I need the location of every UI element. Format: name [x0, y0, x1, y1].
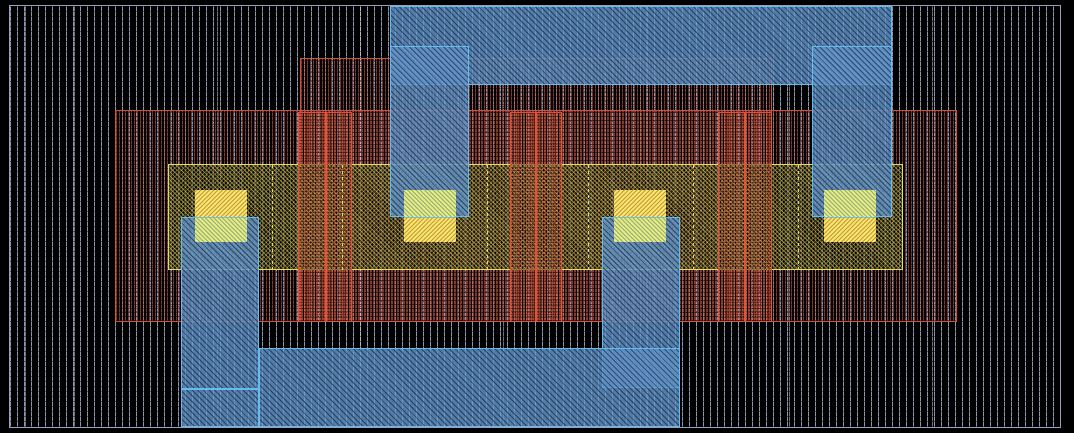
poly-gate-rect: [718, 112, 745, 322]
contact-overlay-top: [195, 190, 247, 217]
metal1-edge-line: [195, 217, 247, 218]
metal1-rect: [390, 46, 469, 217]
diffusion-segment-line: [693, 164, 694, 270]
diffusion-segment-line: [588, 164, 589, 270]
diffusion-segment-line: [342, 164, 343, 270]
metal1-rect: [259, 348, 680, 427]
metal1-rect: [181, 389, 259, 427]
contact-overlay-top: [614, 190, 666, 217]
poly-gate-rect: [298, 112, 326, 322]
metal1-rect: [812, 46, 892, 217]
metal1-edge-line: [404, 217, 456, 218]
poly-gate-rect: [745, 112, 772, 322]
poly-gate-rect: [510, 112, 536, 322]
poly-gate-rect: [326, 112, 352, 322]
contact-overlay-bottom: [824, 217, 876, 242]
contact-pad: [824, 190, 876, 242]
metal1-edge-line: [614, 217, 666, 218]
contact-overlay-bottom: [404, 217, 456, 242]
contact-pad: [614, 190, 666, 242]
contact-overlay-bottom: [195, 217, 247, 242]
contact-overlay-top: [824, 190, 876, 217]
contact-overlay-bottom: [614, 217, 666, 242]
poly-gate-rect: [536, 112, 562, 322]
metal1-edge-line: [824, 217, 876, 218]
diffusion-segment-line: [487, 164, 488, 270]
diffusion-segment-line: [272, 164, 273, 270]
metal1-rect: [181, 217, 259, 389]
contact-overlay-top: [404, 190, 456, 217]
diffusion-segment-line: [798, 164, 799, 270]
metal1-rect: [390, 6, 892, 85]
contact-pad: [404, 190, 456, 242]
contact-pad: [195, 190, 247, 242]
